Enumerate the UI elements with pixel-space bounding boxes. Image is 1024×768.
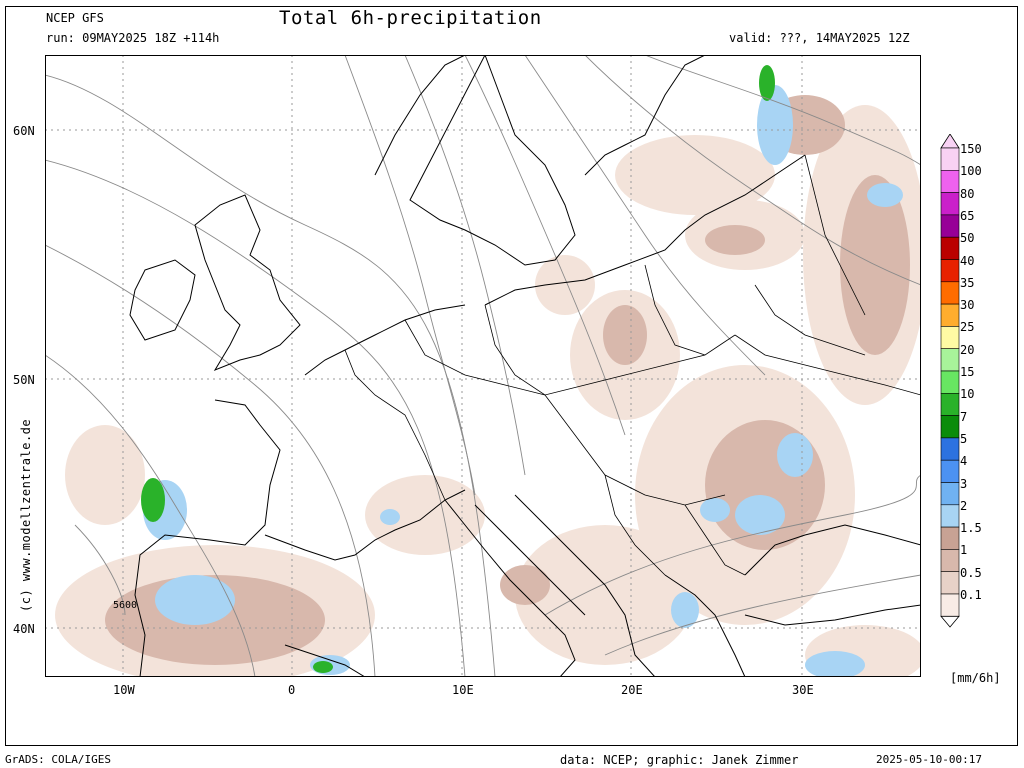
figure-frame	[5, 6, 1018, 746]
precip-green	[141, 65, 775, 673]
legend-swatch	[940, 370, 960, 394]
legend-swatch	[940, 415, 960, 439]
legend-unit: [mm/6h]	[950, 671, 1001, 685]
legend-level-label: 0.1	[960, 588, 982, 602]
isoline-label: 5600	[113, 600, 137, 611]
legend-level-label: 7	[960, 409, 968, 424]
legend-level-label: 25	[960, 320, 975, 335]
legend-swatch	[940, 482, 960, 506]
legend-swatch	[940, 326, 960, 349]
legend-swatch	[940, 303, 960, 327]
legend-swatch	[940, 147, 960, 171]
legend-level-label: 0.5	[960, 565, 982, 580]
legend-swatch	[940, 437, 960, 461]
lon-label-30e: 30E	[792, 683, 814, 697]
chart-title: Total 6h-precipitation	[279, 7, 542, 29]
valid-label: valid: ???, 14MAY2025 12Z	[729, 31, 910, 45]
legend-level-label: 80	[960, 186, 975, 201]
coastlines	[129, 55, 921, 677]
legend-swatch	[940, 169, 960, 193]
footer-software: GrADS: COLA/IGES	[5, 753, 111, 766]
legend-swatch	[940, 549, 960, 572]
legend-swatch	[940, 571, 960, 595]
legend-level-label: 35	[960, 275, 975, 290]
lon-label-20e: 20E	[621, 683, 643, 697]
legend-level-label: 65	[960, 208, 975, 223]
legend-colorbar	[940, 134, 960, 628]
lon-label-0: 0	[288, 683, 296, 697]
legend-level-label: 10	[960, 387, 975, 402]
legend-level-label: 150	[960, 142, 982, 156]
map-frame	[45, 55, 921, 677]
legend-arrow-top	[940, 134, 960, 149]
legend-swatch	[940, 236, 960, 260]
lon-label-10e: 10E	[452, 683, 474, 697]
legend-swatch	[940, 504, 960, 528]
precipitation-map: 5600	[45, 55, 921, 677]
legend-swatch	[940, 281, 960, 305]
credit-text: (c) www.modellzentrale.de	[19, 418, 33, 612]
lon-label-10w: 10W	[113, 683, 135, 697]
legend-level-label: 50	[960, 231, 975, 246]
footer-timestamp: 2025-05-10-00:17	[876, 753, 982, 766]
legend-level-label: 30	[960, 298, 975, 313]
legend-level-label: 40	[960, 253, 975, 268]
legend-level-label: 1	[960, 543, 968, 558]
legend-level-label: 4	[960, 454, 968, 469]
country-borders	[344, 154, 921, 576]
legend-level-label: 5	[960, 431, 968, 446]
legend-swatch	[940, 459, 960, 483]
footer-source: data: NCEP; graphic: Janek Zimmer	[560, 753, 799, 767]
legend-level-label: 3	[960, 476, 968, 491]
legend-swatch	[940, 214, 960, 238]
lat-label-50n: 50N	[13, 373, 35, 387]
legend-level-label: 20	[960, 342, 975, 357]
legend-level-label: 100	[960, 164, 982, 179]
legend-arrow-bottom	[940, 615, 960, 628]
model-label: NCEP GFS	[46, 11, 104, 25]
legend-swatch	[940, 192, 960, 216]
run-label: run: 09MAY2025 18Z +114h	[46, 31, 220, 45]
legend-swatch	[940, 526, 960, 550]
legend-level-label: 2	[960, 498, 968, 513]
legend-swatch	[940, 259, 960, 283]
legend-swatch	[940, 392, 960, 416]
legend-level-label: 1.5	[960, 521, 982, 536]
legend-swatch	[940, 348, 960, 372]
legend-swatch	[940, 593, 960, 617]
lat-label-40n: 40N	[13, 622, 35, 636]
lat-label-60n: 60N	[13, 124, 35, 138]
graticule	[45, 55, 921, 677]
legend-level-label: 15	[960, 365, 975, 379]
isolines	[45, 55, 921, 677]
